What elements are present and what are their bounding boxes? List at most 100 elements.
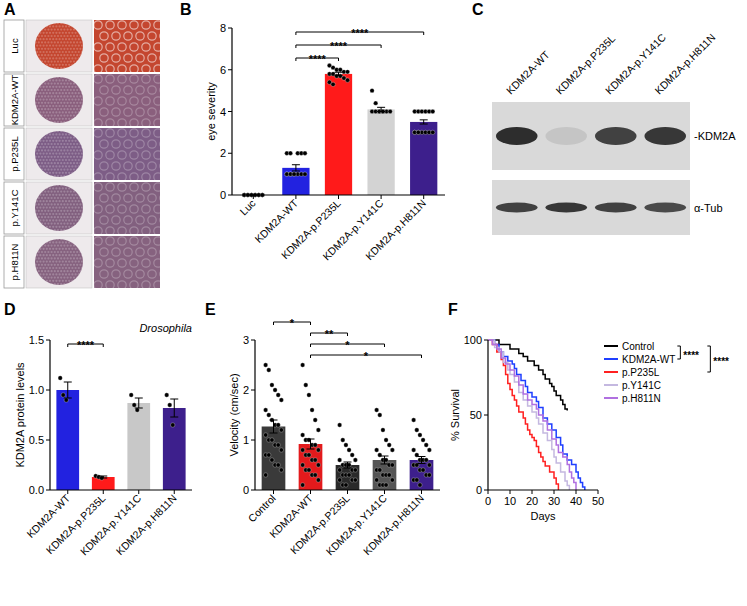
ommatidium [106,151,114,159]
ommatidium [60,149,62,151]
ommatidium [75,57,77,59]
ommatidium [78,73,80,75]
ommatidium [41,245,43,247]
ommatidium [76,197,78,199]
ommatidium [65,51,67,53]
x-tick-label: 30 [548,495,560,507]
ommatidium [38,169,40,171]
ommatidia [33,127,86,180]
ommatidium [73,210,75,212]
ommatidium [33,32,35,34]
ommatidium [47,35,49,37]
ommatidium [71,99,73,101]
ommatidium [76,76,78,78]
ommatidium [71,159,73,161]
ommatidium [81,64,83,66]
ommatidium [68,92,70,94]
ommatidium [148,248,156,256]
ommatidium [55,45,57,47]
ommatidium [55,32,57,34]
ommatidium [83,41,85,43]
ommatidium [142,183,150,191]
ommatidium [78,45,80,47]
significance-label: **** [77,339,95,351]
ommatidium [71,194,73,196]
ommatidium [39,187,41,189]
dot [276,463,280,467]
ommatidium [83,54,85,56]
ommatidium [38,216,40,218]
ommatidium [75,92,77,94]
ommatidium [44,149,46,151]
ommatidium [54,229,56,231]
ommatidium [62,232,64,234]
ommatidium [60,83,62,85]
ommatidium [75,146,77,148]
ommatidium [52,172,54,174]
ommatidium [67,270,69,272]
ommatidium [43,254,45,256]
ommatidium [46,165,48,167]
ommatidium [41,270,43,272]
ommatidium [154,129,160,137]
row-label: p.H811N [9,243,20,280]
plot-area [56,390,185,490]
y-tick [228,153,232,154]
ommatidium [142,21,150,29]
ommatidium [118,119,126,126]
ommatidium [54,35,56,37]
lane-label: KDM2A-p.H811N [652,31,717,96]
ommatidium [39,105,41,107]
ommatidium [49,248,51,250]
ommatidium [76,257,78,259]
x-tick-label: 40 [570,495,582,507]
ommatidium [81,32,83,34]
dot [307,393,311,397]
ommatidium [52,57,54,59]
ommatidium [75,124,77,126]
legend-swatch [604,345,618,347]
ommatidium [79,29,81,31]
ommatidium [73,121,75,123]
ommatidium [124,140,132,148]
ommatidium [81,118,83,120]
ommatidium [67,264,69,266]
ommatidium [68,254,70,256]
category-tick [421,490,422,494]
ommatidium [46,45,48,47]
ommatidium [73,184,75,186]
ommatidium [49,200,51,202]
eye-zoom [94,20,160,72]
ommatidium [76,22,78,24]
y-axis-title: Velocity (cm/sec) [228,373,240,456]
ommatidium [52,286,54,288]
x-tick [598,490,599,494]
ommatidium [35,61,37,63]
ommatidium [84,194,86,196]
ommatidium [142,129,150,137]
dot [313,458,317,462]
dot [415,428,419,432]
ommatidium [118,281,126,288]
ommatidium [44,283,46,285]
ommatidium [57,149,59,151]
ommatidium [46,118,48,120]
ommatidium [60,216,62,218]
ommatidium [160,32,161,40]
ommatidium [62,153,64,155]
ommatidium [52,200,54,202]
ommatidium [39,172,41,174]
legend-swatch [604,397,618,399]
ommatidium [83,29,85,31]
ommatidium [71,286,73,288]
ommatidium [60,270,62,272]
ommatidium [75,172,77,174]
ommatidium [65,254,67,256]
ommatidium [46,73,48,75]
ommatidium [35,115,37,117]
ommatidium [142,75,150,83]
ommatidium [67,184,69,186]
ommatidium [75,232,77,234]
ommatidium [51,175,53,177]
ommatidium [60,41,62,43]
